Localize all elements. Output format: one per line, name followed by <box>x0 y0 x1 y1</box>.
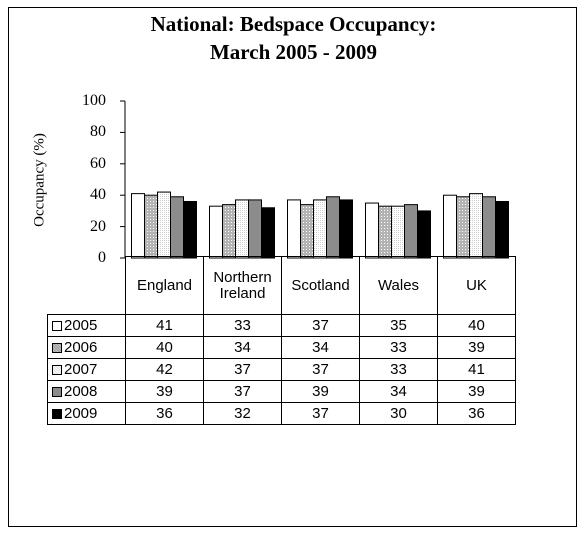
data-label: 33 <box>359 358 438 381</box>
data-label: 37 <box>203 358 282 381</box>
legend-label: 2005 <box>64 316 98 334</box>
category-header: England <box>125 256 204 315</box>
data-label: 39 <box>437 380 516 403</box>
legend-swatch <box>52 342 62 353</box>
category-label: Wales <box>377 276 420 294</box>
bar-2008-uk <box>482 196 496 259</box>
chart-title-line-2: March 2005 - 2009 <box>209 40 377 64</box>
category-label: England <box>136 276 193 294</box>
y-tick-label: 40 <box>90 186 106 204</box>
y-tick-label: 0 <box>98 249 106 266</box>
y-tick-label: 100 <box>82 92 106 109</box>
legend-swatch <box>52 320 62 331</box>
legend-cell: 2006 <box>47 336 126 359</box>
bar-2007-northern-ireland <box>235 199 249 259</box>
bar-2005-uk <box>443 194 457 259</box>
category-header: Scotland <box>281 256 360 315</box>
data-label: 40 <box>125 336 204 359</box>
bar-2006-england <box>144 194 158 259</box>
data-label: 37 <box>281 358 360 381</box>
table-row: 2009 36 32 37 30 36 <box>47 402 516 425</box>
bar-2008-england <box>170 196 184 259</box>
legend-label: 2007 <box>64 360 98 378</box>
table-row: 2005 41 33 37 35 40 <box>47 314 516 337</box>
data-label: 34 <box>359 380 438 403</box>
bar-2009-uk <box>495 200 509 259</box>
category-header: UK <box>437 256 516 315</box>
table-corner <box>48 257 126 315</box>
legend-swatch <box>52 386 62 397</box>
bar-2007-wales <box>391 205 405 259</box>
data-label: 34 <box>281 336 360 359</box>
data-label: 32 <box>203 402 282 425</box>
category-label: UK <box>466 276 487 294</box>
legend-swatch <box>52 408 62 419</box>
category-label: Ireland <box>219 284 266 302</box>
y-tick-label: 80 <box>90 123 106 141</box>
data-label: 39 <box>125 380 204 403</box>
bar-2009-england <box>183 200 197 259</box>
bar-2007-scotland <box>313 199 327 259</box>
legend-cell: 2007 <box>47 358 126 381</box>
data-label: 35 <box>359 314 438 337</box>
data-label: 37 <box>281 402 360 425</box>
bar-2006-wales <box>378 205 392 259</box>
bar-2008-scotland <box>326 196 340 259</box>
bar-2009-scotland <box>339 199 353 259</box>
table-row: 2006 40 34 34 33 39 <box>47 336 516 359</box>
data-label: 39 <box>437 336 516 359</box>
bar-2009-northern-ireland <box>261 207 275 259</box>
y-tick-label: 60 <box>90 154 106 172</box>
bar-2009-wales <box>417 210 431 259</box>
y-tick-label: 20 <box>90 217 106 235</box>
legend-cell: 2009 <box>47 402 126 425</box>
table-header-row: England Northern Ireland Scotland Wales UK <box>48 256 516 315</box>
data-label: 30 <box>359 402 438 425</box>
table-row: 2007 42 37 37 33 41 <box>47 358 516 381</box>
data-label: 33 <box>203 314 282 337</box>
bar-2006-northern-ireland <box>222 204 236 259</box>
data-label: 42 <box>125 358 204 381</box>
data-table: England Northern Ireland Scotland Wales UK 200… <box>47 256 516 425</box>
data-label: 33 <box>359 336 438 359</box>
data-label: 37 <box>281 314 360 337</box>
bar-2006-scotland <box>300 204 314 259</box>
data-label: 41 <box>125 314 204 337</box>
bar-2007-uk <box>469 193 483 259</box>
bar-2005-england <box>131 193 145 259</box>
category-header: Northern Ireland <box>203 256 282 315</box>
chart-title: National: Bedspace Occupancy: March 2005… <box>0 10 587 66</box>
bar-2007-england <box>157 191 171 259</box>
data-label: 36 <box>437 402 516 425</box>
data-label: 39 <box>281 380 360 403</box>
bar-2006-uk <box>456 196 470 259</box>
legend-label: 2009 <box>64 404 98 422</box>
data-label: 36 <box>125 402 204 425</box>
bar-2008-northern-ireland <box>248 199 262 259</box>
legend-label: 2008 <box>64 382 98 400</box>
legend-cell: 2008 <box>47 380 126 403</box>
legend-cell: 2005 <box>47 314 126 337</box>
legend-swatch <box>52 364 62 375</box>
table-row: 2008 39 37 39 34 39 <box>47 380 516 403</box>
category-label: Northern <box>213 268 272 286</box>
data-label: 37 <box>203 380 282 403</box>
data-label: 34 <box>203 336 282 359</box>
category-header: Wales <box>359 256 438 315</box>
chart-title-line-1: National: Bedspace Occupancy: <box>150 12 437 36</box>
bar-2005-northern-ireland <box>209 205 223 259</box>
bar-2005-scotland <box>287 199 301 259</box>
category-label: Scotland <box>291 276 350 294</box>
bar-2005-wales <box>365 202 379 259</box>
data-label: 41 <box>437 358 516 381</box>
bar-2008-wales <box>404 204 418 259</box>
legend-label: 2006 <box>64 338 98 356</box>
data-label: 40 <box>437 314 516 337</box>
